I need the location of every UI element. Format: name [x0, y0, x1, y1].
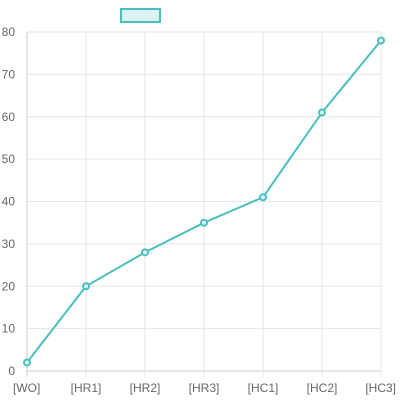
x-tick-label: [HC3]: [365, 381, 396, 395]
y-tick-label: 20: [2, 279, 16, 293]
y-tick-label: 10: [2, 322, 16, 336]
data-point[interactable]: [200, 218, 208, 227]
y-tick-label: 80: [2, 25, 16, 39]
y-tick-label: 70: [2, 67, 16, 81]
data-point[interactable]: [23, 358, 31, 367]
x-tick-label: [HR1]: [71, 381, 102, 395]
x-tick-label: [WO]: [13, 381, 40, 395]
data-point[interactable]: [259, 193, 267, 202]
y-tick-label: 30: [2, 237, 16, 251]
y-tick-label: 50: [2, 152, 16, 166]
x-tick-label: [HR3]: [189, 381, 220, 395]
series-layer: [23, 36, 385, 367]
x-tick-label: [HC2]: [307, 381, 338, 395]
y-tick-label: 40: [2, 195, 16, 209]
legend-swatch[interactable]: [120, 8, 161, 23]
data-point[interactable]: [377, 36, 385, 45]
data-point[interactable]: [318, 108, 326, 117]
legend[interactable]: [120, 8, 161, 23]
y-tick-labels: 0 10 20 30 40 50 60 70 80: [2, 25, 16, 378]
data-point[interactable]: [141, 248, 149, 257]
x-tick-labels: [WO] [HR1] [HR2] [HR3] [HC1] [HC2] [HC3]: [13, 381, 396, 395]
x-tick-label: [HC1]: [248, 381, 279, 395]
grid: [26, 31, 382, 377]
y-tick-label: 60: [2, 110, 16, 124]
y-tick-label: 0: [8, 364, 15, 378]
x-tick-label: [HR2]: [130, 381, 161, 395]
data-point[interactable]: [82, 282, 90, 291]
